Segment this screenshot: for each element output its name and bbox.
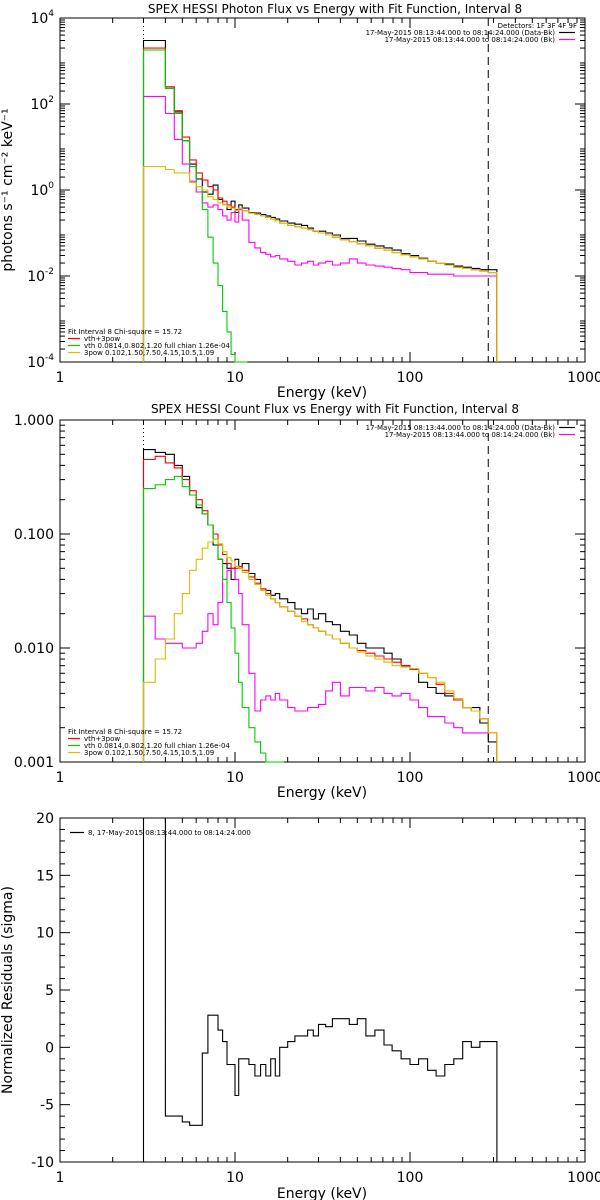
series-vth: [142, 475, 284, 763]
x-tick-label: 1000: [567, 770, 600, 786]
count-flux-frame: [59, 419, 586, 763]
legend-entry: 17-May-2015 08:13:44.000 to 08:14:24.000…: [366, 29, 556, 37]
legend-entry: 3pow 0.102,1.50,7.50,4.15,10.5,1.09: [84, 749, 214, 757]
y-tick-label: 0.100: [14, 527, 54, 543]
series-vth-3pow: [142, 47, 498, 362]
legend-entry: vth+3pow: [84, 735, 120, 743]
photon-flux-frame: [59, 17, 586, 363]
series-3pow: [142, 166, 498, 362]
series-bk: [142, 567, 498, 762]
legend-entry: vth 0.0814,0.802,1.20 full chian 1.26e-0…: [84, 742, 230, 750]
legend-entry: vth+3pow: [84, 335, 120, 343]
photon-flux-panel: SPEX HESSI Photon Flux vs Energy with Fi…: [0, 2, 600, 401]
x-tick-label: 10: [226, 770, 244, 786]
legend-entry: 3pow 0.102,1.50,7.50,4.15,10.5,1.09: [84, 349, 214, 357]
y-tick-label: 102: [30, 95, 54, 113]
x-tick-label: 1: [56, 370, 65, 386]
count-flux-title: SPEX HESSI Count Flux vs Energy with Fit…: [151, 402, 519, 416]
y-tick-label: 104: [30, 9, 54, 27]
residuals-ylabel: Normalized Residuals (sigma): [0, 886, 16, 1094]
legend-entry: 17-May-2015 08:13:44.000 to 08:14:24.000…: [385, 431, 556, 439]
y-tick-label: 10: [36, 926, 54, 942]
x-tick-label: 1000: [567, 1170, 600, 1186]
y-tick-label: 1.000: [14, 413, 54, 429]
y-tick-label: 10-4: [27, 353, 54, 371]
photon-flux-ylabel: photons s⁻¹ cm⁻² keV⁻¹: [0, 108, 16, 271]
x-tick-label: 100: [397, 1170, 424, 1186]
series-data-bk: [142, 39, 498, 362]
x-tick-label: 100: [397, 370, 424, 386]
series-vth: [142, 49, 248, 363]
y-tick-label: 10-2: [27, 267, 54, 285]
x-tick-label: 1: [56, 1170, 65, 1186]
residuals-xlabel: Energy (keV): [277, 1186, 367, 1200]
legend-entry: 8, 17-May-2015 08:13:44.000 to 08:14:24.…: [88, 829, 251, 837]
y-tick-label: 0.010: [14, 641, 54, 657]
y-tick-label: 0.001: [14, 755, 54, 771]
count-flux-panel: SPEX HESSI Count Flux vs Energy with Fit…: [14, 402, 600, 801]
photon-flux-title: SPEX HESSI Photon Flux vs Energy with Fi…: [148, 2, 522, 16]
legend-entry: Fit Interval 8 Chi-square = 15.72: [68, 728, 182, 736]
y-tick-label: -5: [40, 1098, 54, 1114]
x-tick-label: 100: [397, 770, 424, 786]
legend-entry: Detectors: 1F 3F 4F 9F: [498, 22, 577, 30]
x-tick-label: 10: [226, 370, 244, 386]
y-tick-label: 20: [36, 811, 54, 827]
photon-flux-xlabel: Energy (keV): [277, 385, 367, 401]
y-tick-label: 5: [45, 983, 54, 999]
x-tick-label: 10: [226, 1170, 244, 1186]
series-bk: [142, 95, 498, 362]
y-tick-label: -10: [31, 1155, 54, 1171]
y-tick-label: 100: [30, 181, 54, 199]
legend-entry: vth 0.0814,0.802,1.20 full chian 1.26e-0…: [84, 342, 230, 350]
legend-entry: 17-May-2015 08:13:44.000 to 08:14:24.000…: [385, 36, 556, 44]
count-flux-xlabel: Energy (keV): [277, 785, 367, 801]
x-tick-label: 1000: [567, 370, 600, 386]
y-tick-label: 15: [36, 868, 54, 884]
legend-entry: Fit Interval 8 Chi-square = 15.72: [68, 328, 182, 336]
series-3pow: [142, 538, 498, 762]
residuals-frame: [59, 817, 586, 1163]
series-8-17-may-2015-08-13-44-000-to-08-14-24-000: [142, 817, 498, 1162]
legend-entry: 17-May-2015 08:13:44.000 to 08:14:24.000…: [366, 424, 556, 432]
x-tick-label: 1: [56, 770, 65, 786]
y-tick-label: 0: [45, 1040, 54, 1056]
